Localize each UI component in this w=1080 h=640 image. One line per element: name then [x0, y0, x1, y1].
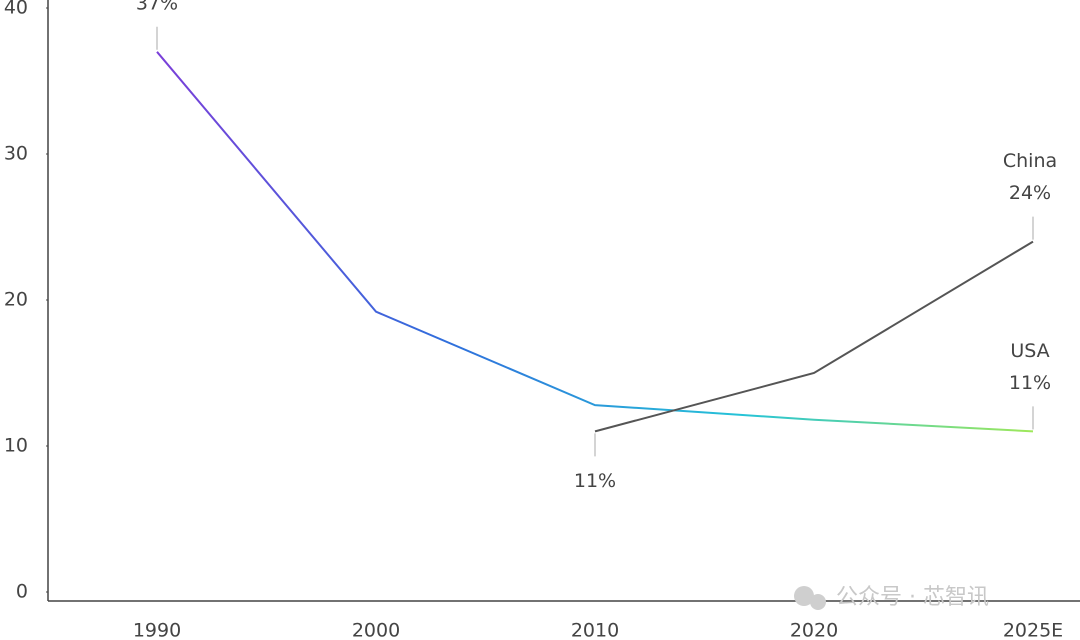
value-label: 11% — [1009, 372, 1051, 394]
y-tick-label: 30 — [4, 143, 28, 165]
watermark-icon — [810, 594, 826, 610]
y-tick-label: 0 — [16, 581, 28, 603]
x-tick-label: 1990 — [133, 620, 181, 640]
y-tick-label: 20 — [4, 289, 28, 311]
watermark-icon — [794, 586, 814, 606]
series-label: China — [1003, 150, 1057, 172]
x-tick-label: 2010 — [571, 620, 619, 640]
value-label: 11% — [574, 470, 616, 492]
watermark-text: 公众号 · 芯智讯 — [836, 585, 989, 610]
x-tick-label: 2025E — [1003, 620, 1063, 640]
x-tick-label: 2020 — [790, 620, 838, 640]
watermark: 公众号 · 芯智讯 — [794, 585, 989, 610]
value-label: 37% — [136, 0, 178, 14]
y-tick-label: 10 — [4, 435, 28, 457]
y-tick-label: 40 — [4, 0, 28, 19]
series-line — [594, 240, 1034, 433]
series-line — [156, 51, 1034, 433]
x-tick-label: 2000 — [352, 620, 400, 640]
series-label: USA — [1010, 340, 1049, 362]
value-label: 24% — [1009, 182, 1051, 204]
